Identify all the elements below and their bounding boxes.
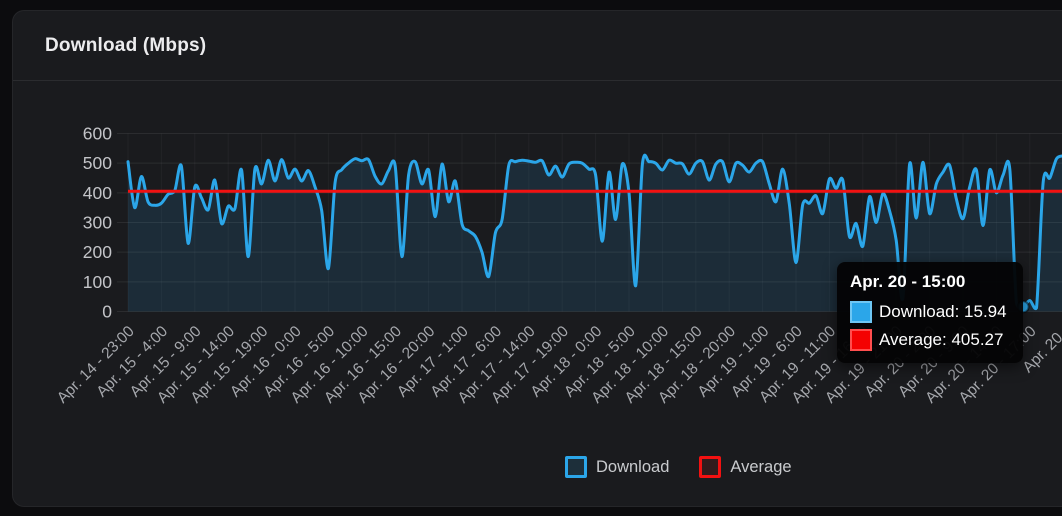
legend-label-average: Average <box>730 457 792 476</box>
chart-tooltip: Apr. 20 - 15:00 Download: 15.94 Average:… <box>837 262 1023 363</box>
svg-text:100: 100 <box>83 272 112 292</box>
tooltip-download-text: Download: 15.94 <box>879 302 1007 321</box>
y-tick-labels: 0 100 200 300 400 500 600 <box>83 124 112 322</box>
tooltip-average-row: Average: 405.27 <box>850 329 1007 351</box>
chart-card: Download (Mbps) <box>12 10 1062 507</box>
download-area <box>128 155 1062 312</box>
svg-text:400: 400 <box>83 183 112 203</box>
legend-item-average[interactable]: Average <box>699 456 792 478</box>
tooltip-title: Apr. 20 - 15:00 <box>850 272 966 291</box>
legend-item-download[interactable]: Download <box>565 456 669 478</box>
svg-text:0: 0 <box>102 302 112 322</box>
download-legend-swatch <box>565 456 587 478</box>
svg-text:600: 600 <box>83 124 112 144</box>
tooltip-average-text: Average: 405.27 <box>879 330 1004 349</box>
svg-text:300: 300 <box>83 213 112 233</box>
chart-legend: Download Average <box>565 456 792 478</box>
svg-text:500: 500 <box>83 153 112 173</box>
chart-title: Download (Mbps) <box>45 34 207 56</box>
average-legend-swatch <box>699 456 722 478</box>
svg-text:200: 200 <box>83 242 112 262</box>
legend-label-download: Download <box>596 457 670 476</box>
tooltip-average-swatch <box>850 329 872 351</box>
tooltip-download-row: Download: 15.94 <box>850 301 1007 323</box>
download-line <box>126 153 1062 311</box>
tooltip-download-swatch <box>850 301 872 323</box>
card-header: Download (Mbps) <box>13 11 1062 81</box>
